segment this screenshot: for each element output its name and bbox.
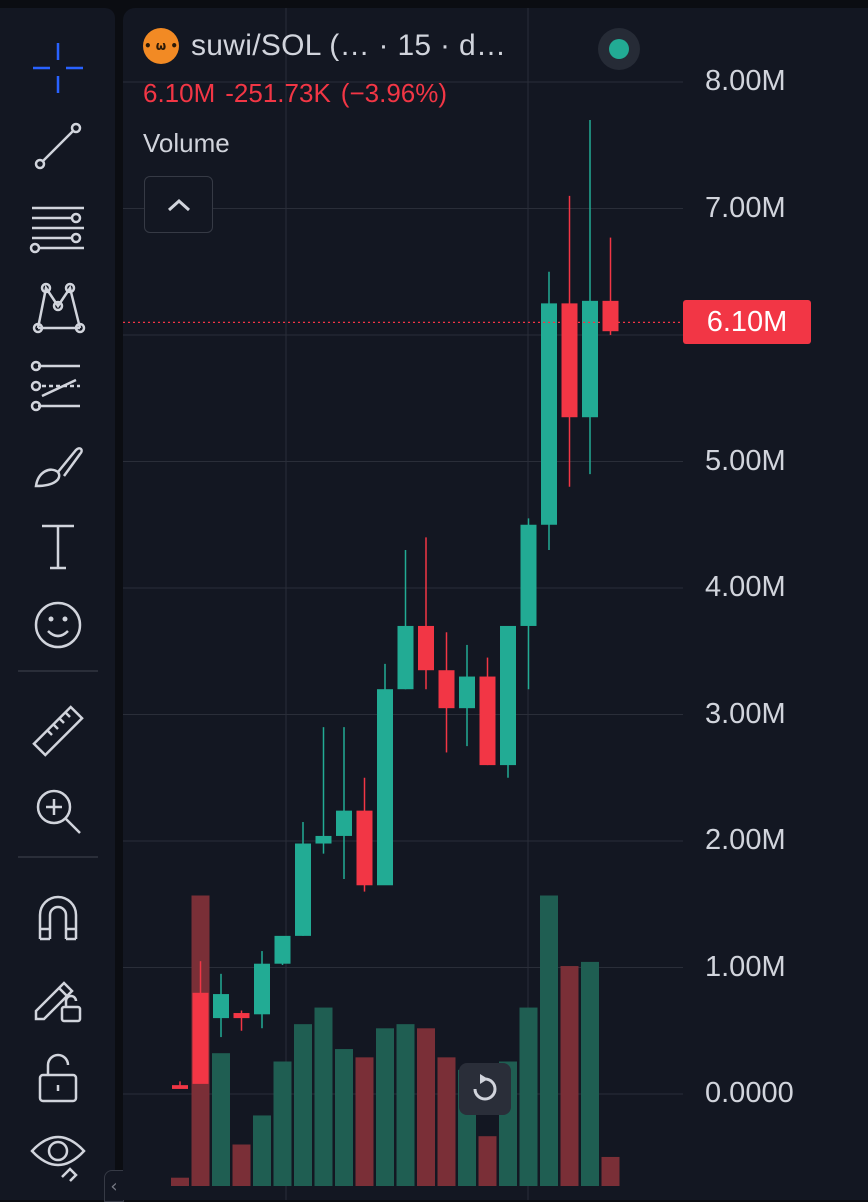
candle-body bbox=[233, 1013, 250, 1019]
candle-body bbox=[459, 676, 475, 709]
volume-bar bbox=[253, 1115, 271, 1186]
volume-bar bbox=[232, 1144, 251, 1186]
collapse-legend-button[interactable] bbox=[144, 176, 213, 233]
candle-body bbox=[254, 963, 270, 1015]
brush-icon bbox=[34, 447, 83, 488]
crosshair-icon bbox=[33, 43, 83, 93]
volume-bar bbox=[376, 1028, 394, 1186]
unlock-icon bbox=[38, 1053, 78, 1103]
last-value: 6.10M bbox=[143, 78, 216, 108]
toolbar-separator bbox=[18, 670, 98, 672]
candle-body bbox=[397, 625, 414, 690]
candle-body bbox=[377, 689, 393, 886]
reset-icon bbox=[473, 1074, 497, 1101]
candle-body bbox=[602, 300, 619, 332]
collapse-toolbar-button[interactable]: ‹ bbox=[104, 1170, 124, 1202]
volume-bar bbox=[294, 1024, 312, 1186]
price-tick-label: 2.00M bbox=[705, 824, 786, 856]
volume-bar bbox=[335, 1049, 353, 1186]
crosshair-tool[interactable] bbox=[18, 33, 98, 103]
candle-body bbox=[418, 625, 434, 671]
volume-bar bbox=[273, 1061, 292, 1186]
volume-bar bbox=[478, 1136, 497, 1186]
emoji-icon bbox=[34, 601, 82, 649]
lock-drawings-tool[interactable] bbox=[18, 962, 98, 1032]
text-tool[interactable] bbox=[18, 511, 98, 581]
candle-body bbox=[541, 303, 557, 525]
candle-body bbox=[438, 670, 455, 709]
magnet-icon bbox=[38, 895, 78, 941]
trend-line-icon bbox=[34, 122, 82, 170]
volume-bar bbox=[519, 1007, 538, 1186]
candlestick-chart bbox=[123, 8, 683, 1200]
candle-body bbox=[336, 810, 352, 836]
candle-body bbox=[295, 843, 311, 936]
toolbar-separator bbox=[18, 856, 98, 858]
candle-body bbox=[356, 810, 373, 886]
prediction-tool[interactable] bbox=[18, 351, 98, 421]
price-tick-label: 4.00M bbox=[705, 571, 786, 603]
price-tick-label: 8.00M bbox=[705, 65, 786, 97]
volume-bar bbox=[396, 1024, 415, 1186]
emoji-tool[interactable] bbox=[18, 590, 98, 660]
ruler-tool[interactable] bbox=[18, 696, 98, 766]
volume-bar bbox=[581, 961, 599, 1186]
volume-bar bbox=[212, 1053, 230, 1186]
volume-bar bbox=[540, 895, 558, 1186]
pattern-tool[interactable] bbox=[18, 271, 98, 341]
drawing-toolbar bbox=[0, 8, 115, 1200]
volume-indicator-label[interactable]: Volume bbox=[143, 128, 230, 158]
candle-body bbox=[192, 992, 209, 1084]
candle-body bbox=[561, 303, 578, 418]
text-icon bbox=[42, 524, 74, 570]
candles bbox=[172, 119, 619, 1089]
market-status-icon[interactable] bbox=[598, 28, 640, 70]
brush-tool[interactable] bbox=[18, 431, 98, 501]
trend-line-tool[interactable] bbox=[18, 111, 98, 181]
price-tick-label: 1.00M bbox=[705, 950, 786, 983]
volume-bar bbox=[417, 1028, 435, 1186]
candle-body bbox=[520, 524, 537, 626]
ruler-icon bbox=[32, 705, 84, 757]
price-tick-label: 3.00M bbox=[705, 697, 786, 730]
change-percent: (−3.96%) bbox=[340, 78, 448, 108]
candle-body bbox=[479, 676, 496, 766]
eye-icon bbox=[30, 1135, 86, 1182]
visibility-tool[interactable] bbox=[18, 1118, 98, 1188]
volume-bars bbox=[171, 895, 620, 1186]
unlock-tool[interactable] bbox=[18, 1042, 98, 1112]
candle-body bbox=[274, 935, 291, 964]
fib-retracement-icon bbox=[29, 206, 84, 254]
candle-body bbox=[500, 625, 516, 766]
price-tick-label: 5.00M bbox=[705, 444, 786, 477]
ohlc-values: 6.10M -251.73K (−3.96%) bbox=[143, 78, 447, 109]
zoom-in-icon bbox=[36, 789, 81, 834]
candle-body bbox=[172, 1085, 188, 1089]
chart-panel[interactable]: • ω • suwi/SOL (… · 15 · d… 6.10M -251.7… bbox=[123, 8, 868, 1200]
price-tick-label: 7.00M bbox=[705, 191, 786, 224]
volume-bar bbox=[171, 1177, 189, 1186]
fib-retracement-tool[interactable] bbox=[18, 191, 98, 261]
magnet-tool[interactable] bbox=[18, 882, 98, 952]
chevron-up-icon bbox=[167, 198, 190, 211]
candle-body bbox=[213, 994, 229, 1019]
volume-bar bbox=[355, 1057, 374, 1186]
price-tick-label: 0.0000 bbox=[705, 1077, 794, 1109]
last-price-tag: 6.10M bbox=[683, 300, 811, 345]
pattern-icon bbox=[32, 282, 86, 334]
zoom-in-tool[interactable] bbox=[18, 776, 98, 846]
symbol-legend[interactable]: • ω • suwi/SOL (… · 15 · d… bbox=[143, 26, 506, 66]
symbol-title[interactable]: suwi/SOL (… · 15 · d… bbox=[191, 29, 507, 62]
volume-bar bbox=[560, 966, 579, 1186]
candle-body bbox=[315, 835, 332, 844]
volume-bar bbox=[437, 1057, 456, 1186]
prediction-icon bbox=[30, 360, 80, 412]
volume-bar bbox=[314, 1007, 333, 1186]
suwi-face-icon: • ω • bbox=[143, 28, 179, 64]
reset-chart-button[interactable] bbox=[459, 1063, 511, 1115]
lock-drawings-icon bbox=[34, 981, 82, 1023]
candle-body bbox=[582, 300, 598, 418]
change-value: -251.73K bbox=[225, 78, 331, 108]
volume-bar bbox=[601, 1156, 620, 1186]
